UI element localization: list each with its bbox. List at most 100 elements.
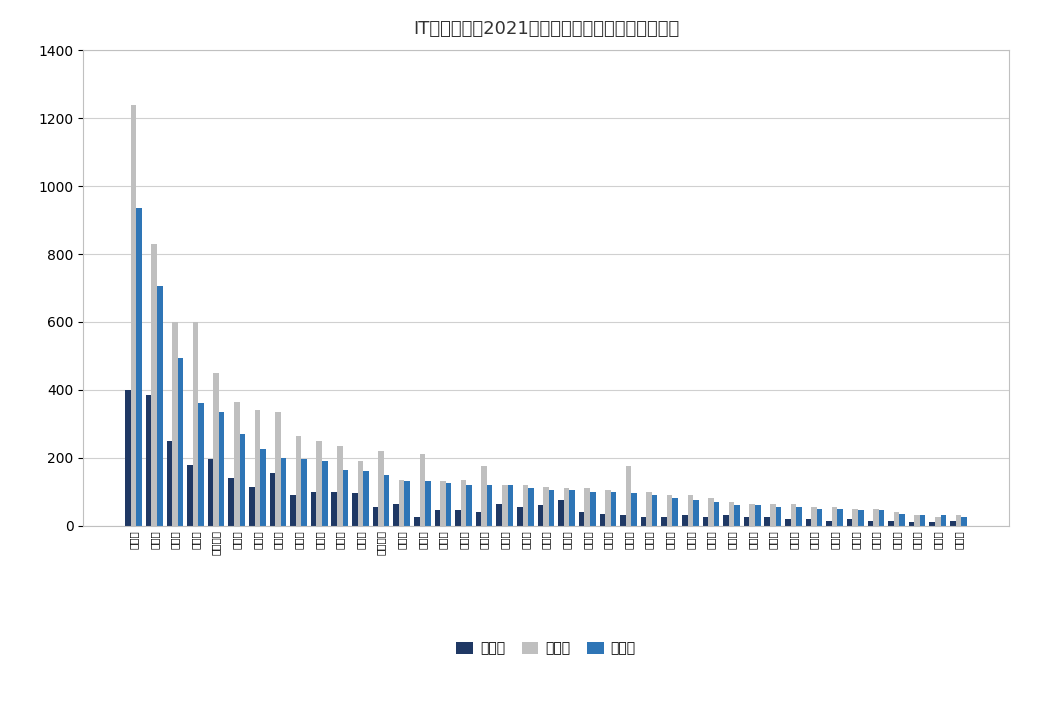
Bar xyxy=(229,478,234,526)
Bar xyxy=(713,502,720,526)
Bar xyxy=(239,434,245,526)
Bar xyxy=(295,436,302,526)
Bar xyxy=(508,485,513,526)
Title: IT導入補助金2021　都道府県別交付決定事業者数: IT導入補助金2021 都道府県別交付決定事業者数 xyxy=(413,19,679,37)
Bar xyxy=(311,492,316,526)
Bar xyxy=(693,500,699,526)
Bar xyxy=(502,485,508,526)
Bar xyxy=(579,512,584,526)
Bar xyxy=(414,517,419,526)
Bar xyxy=(858,510,863,526)
Bar xyxy=(337,446,342,526)
Bar xyxy=(178,358,183,526)
Bar xyxy=(564,488,570,526)
Bar xyxy=(620,516,626,526)
Bar xyxy=(276,412,281,526)
Bar xyxy=(435,510,440,526)
Bar xyxy=(930,522,935,526)
Bar xyxy=(136,208,142,526)
Bar xyxy=(703,517,708,526)
Bar xyxy=(290,495,295,526)
Bar xyxy=(456,510,461,526)
Bar xyxy=(322,461,328,526)
Bar xyxy=(816,508,823,526)
Bar xyxy=(837,508,843,526)
Bar xyxy=(646,492,652,526)
Bar xyxy=(584,488,590,526)
Bar xyxy=(879,510,884,526)
Bar xyxy=(770,503,776,526)
Bar xyxy=(652,495,657,526)
Legend: 第１次, 第２次, 第３次: 第１次, 第２次, 第３次 xyxy=(450,636,642,661)
Bar xyxy=(234,402,239,526)
Bar xyxy=(363,472,369,526)
Bar xyxy=(734,505,739,526)
Bar xyxy=(797,507,802,526)
Bar xyxy=(764,517,770,526)
Bar xyxy=(806,519,811,526)
Bar xyxy=(487,485,493,526)
Bar xyxy=(192,322,199,526)
Bar xyxy=(446,483,451,526)
Bar xyxy=(900,514,905,526)
Bar xyxy=(708,498,713,526)
Bar xyxy=(281,458,286,526)
Bar xyxy=(517,507,522,526)
Bar xyxy=(867,521,874,526)
Bar xyxy=(909,522,914,526)
Bar xyxy=(570,490,575,526)
Bar xyxy=(682,516,687,526)
Bar xyxy=(776,507,781,526)
Bar xyxy=(157,287,162,526)
Bar xyxy=(419,454,425,526)
Bar xyxy=(213,373,218,526)
Bar xyxy=(528,488,534,526)
Bar xyxy=(172,322,178,526)
Bar xyxy=(888,521,893,526)
Bar xyxy=(641,517,646,526)
Bar xyxy=(187,464,192,526)
Bar xyxy=(152,244,157,526)
Bar xyxy=(744,517,750,526)
Bar xyxy=(847,519,853,526)
Bar xyxy=(131,104,136,526)
Bar xyxy=(199,403,204,526)
Bar xyxy=(543,487,549,526)
Bar xyxy=(260,449,265,526)
Bar xyxy=(316,441,322,526)
Bar xyxy=(785,519,790,526)
Bar xyxy=(853,508,858,526)
Bar xyxy=(631,493,636,526)
Bar xyxy=(482,467,487,526)
Bar xyxy=(661,517,667,526)
Bar xyxy=(610,492,617,526)
Bar xyxy=(956,516,961,526)
Bar xyxy=(605,490,610,526)
Bar xyxy=(342,469,348,526)
Bar xyxy=(166,441,172,526)
Bar xyxy=(940,516,946,526)
Bar xyxy=(893,512,900,526)
Bar xyxy=(146,395,152,526)
Bar xyxy=(425,482,431,526)
Bar xyxy=(384,474,389,526)
Bar xyxy=(723,516,729,526)
Bar xyxy=(790,503,797,526)
Bar xyxy=(522,485,528,526)
Bar xyxy=(811,507,816,526)
Bar xyxy=(379,451,384,526)
Bar xyxy=(332,492,337,526)
Bar xyxy=(440,482,446,526)
Bar xyxy=(558,500,564,526)
Bar xyxy=(538,505,543,526)
Bar xyxy=(255,410,260,526)
Bar xyxy=(405,482,410,526)
Bar xyxy=(249,487,255,526)
Bar xyxy=(208,459,213,526)
Bar xyxy=(832,507,837,526)
Bar xyxy=(599,514,605,526)
Bar xyxy=(358,461,363,526)
Bar xyxy=(466,485,472,526)
Bar xyxy=(269,473,276,526)
Bar xyxy=(827,521,832,526)
